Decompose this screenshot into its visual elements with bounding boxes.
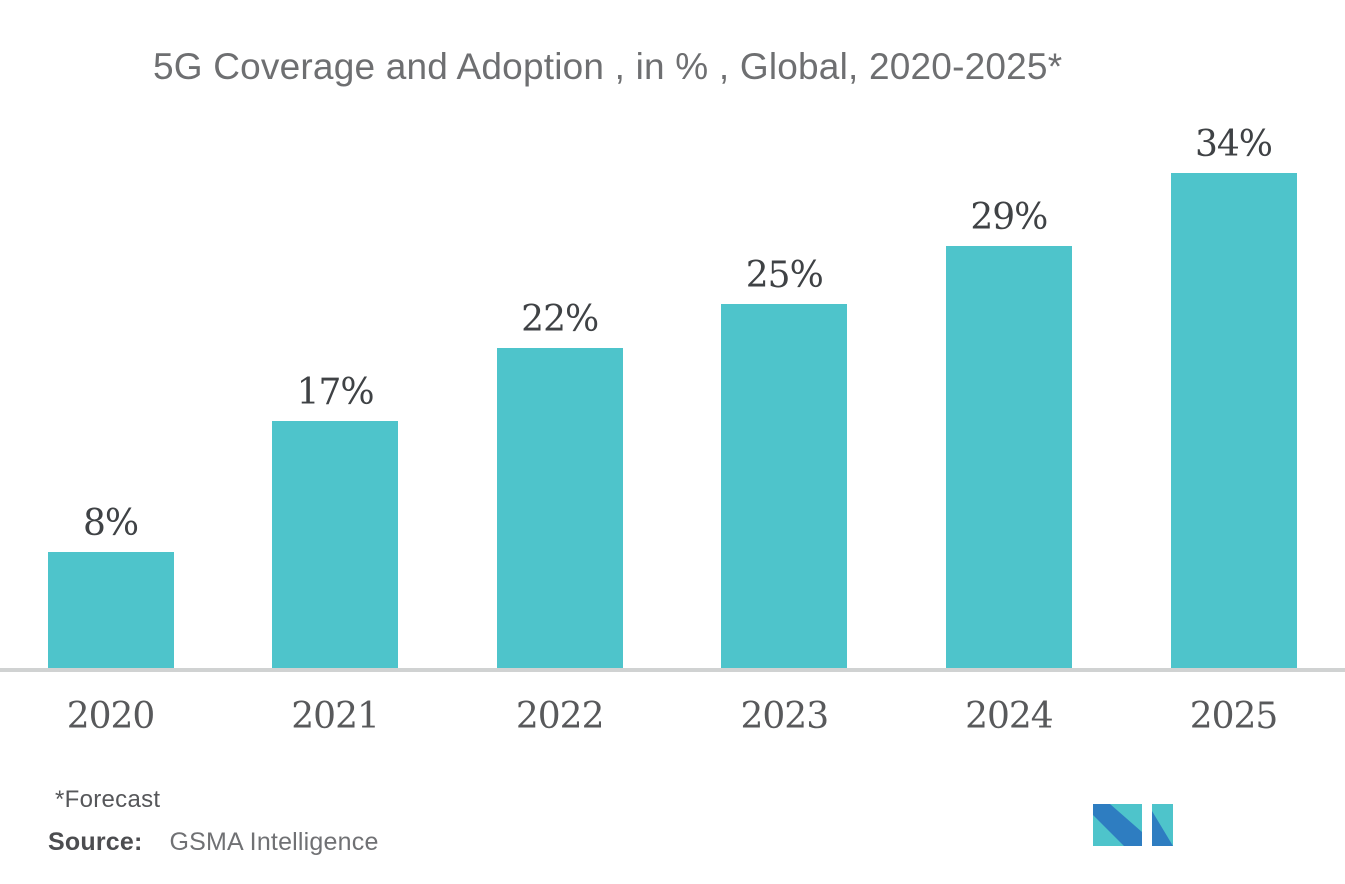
chart-title: 5G Coverage and Adoption , in % , Global… xyxy=(153,46,1063,87)
forecast-note: *Forecast xyxy=(55,786,161,813)
x-axis-line xyxy=(0,668,1345,672)
bar-2021 xyxy=(272,421,399,668)
x-axis-label-2020: 2020 xyxy=(66,696,156,737)
x-axis-label-2022: 2022 xyxy=(515,696,605,737)
mordor-intelligence-logo xyxy=(1093,804,1173,846)
bar-value-label-2021: 17% xyxy=(296,372,375,413)
bar-2022 xyxy=(496,348,623,668)
source-value: GSMA Intelligence xyxy=(169,828,379,856)
bar-2023 xyxy=(721,304,848,668)
source-line: Source: GSMA Intelligence xyxy=(48,828,379,857)
bar-2025 xyxy=(1170,173,1297,668)
bar-2024 xyxy=(945,246,1072,668)
bar-2020 xyxy=(47,552,174,668)
source-label: Source: xyxy=(48,828,143,856)
bar-value-label-2020: 8% xyxy=(82,503,139,544)
bar-value-label-2023: 25% xyxy=(745,255,824,296)
x-axis-label-2021: 2021 xyxy=(291,696,380,737)
x-axis-label-2023: 2023 xyxy=(740,696,829,737)
bar-value-label-2024: 29% xyxy=(970,197,1048,238)
x-axis-label-2025: 2025 xyxy=(1189,696,1279,737)
x-axis-label-2024: 2024 xyxy=(965,696,1054,737)
bar-value-label-2022: 22% xyxy=(521,299,599,340)
bar-value-label-2025: 34% xyxy=(1194,124,1273,165)
